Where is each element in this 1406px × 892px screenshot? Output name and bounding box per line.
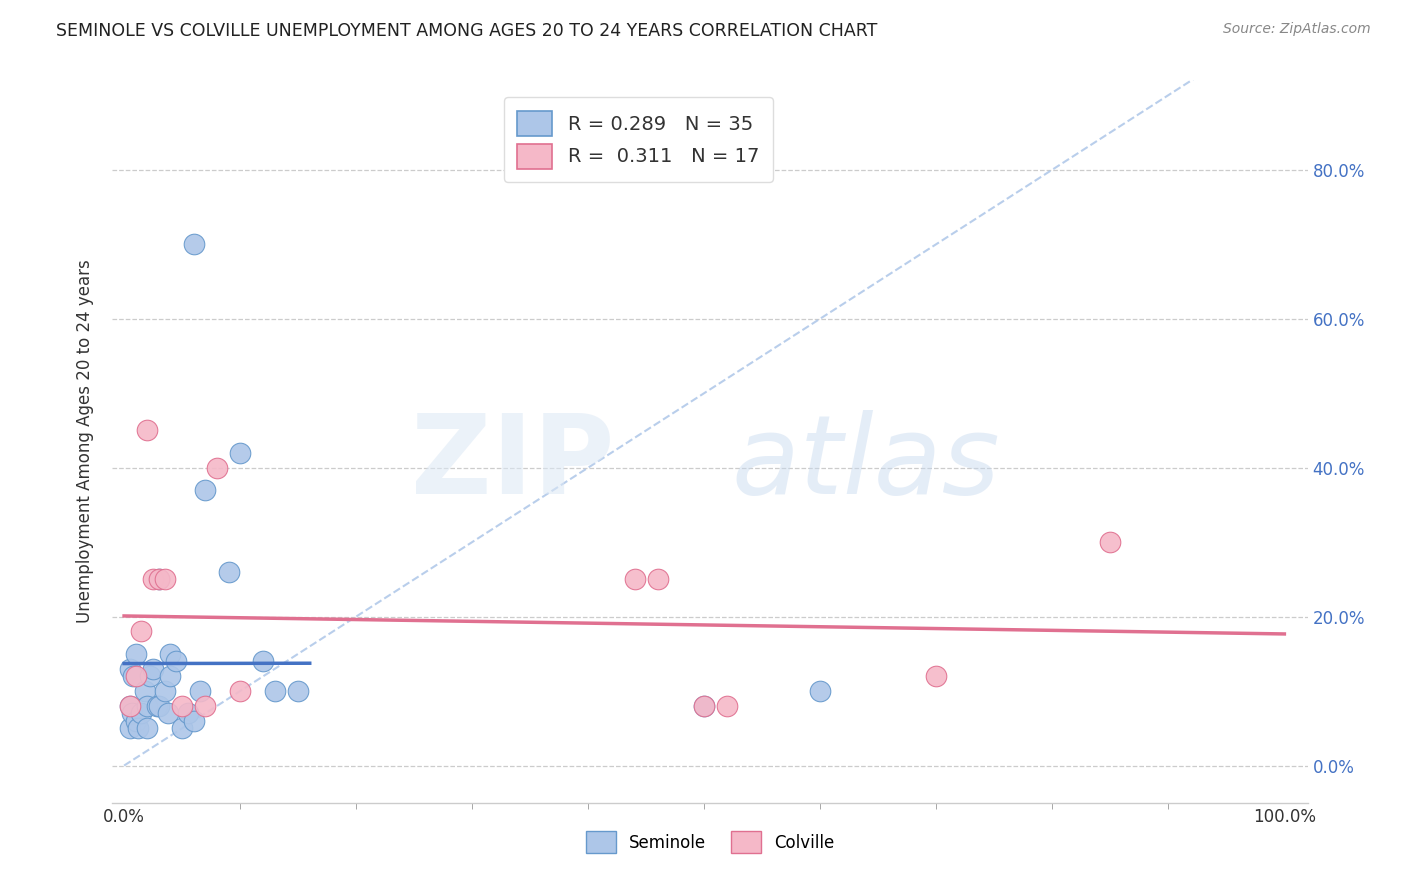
Point [183, 714, 205, 728]
Point [142, 572, 165, 586]
Point [165, 654, 187, 668]
Point [647, 572, 669, 586]
Point [148, 572, 170, 586]
Point [172, 698, 194, 713]
Point [136, 721, 159, 735]
Point [148, 698, 170, 713]
Text: atlas: atlas [731, 409, 1000, 516]
Point [1099, 535, 1122, 549]
Point [138, 669, 160, 683]
Point [159, 669, 181, 683]
Point [229, 684, 252, 698]
Point [194, 698, 217, 713]
Point [183, 237, 205, 252]
Text: Source: ZipAtlas.com: Source: ZipAtlas.com [1223, 22, 1371, 37]
Point [145, 698, 167, 713]
Point [121, 706, 143, 721]
Point [125, 647, 148, 661]
Point [153, 572, 176, 586]
Text: SEMINOLE VS COLVILLE UNEMPLOYMENT AMONG AGES 20 TO 24 YEARS CORRELATION CHART: SEMINOLE VS COLVILLE UNEMPLOYMENT AMONG … [56, 22, 877, 40]
Point [118, 698, 141, 713]
Point [693, 698, 716, 713]
Point [136, 698, 159, 713]
Point [808, 684, 831, 698]
Point [252, 654, 274, 668]
Point [287, 684, 309, 698]
Point [218, 565, 240, 579]
Point [159, 647, 181, 661]
Point [142, 662, 165, 676]
Point [693, 698, 716, 713]
Point [264, 684, 287, 698]
Point [125, 714, 148, 728]
Point [157, 706, 180, 721]
Point [148, 572, 170, 586]
Point [177, 706, 200, 721]
Point [172, 721, 194, 735]
Point [136, 423, 159, 437]
Text: ZIP: ZIP [411, 409, 614, 516]
Point [131, 706, 153, 721]
Point [118, 721, 141, 735]
Point [205, 460, 228, 475]
Point [122, 669, 145, 683]
Y-axis label: Unemployment Among Ages 20 to 24 years: Unemployment Among Ages 20 to 24 years [76, 260, 94, 624]
Point [623, 572, 645, 586]
Point [118, 698, 141, 713]
Legend: Seminole, Colville: Seminole, Colville [579, 825, 841, 860]
Point [716, 698, 738, 713]
Point [194, 483, 217, 497]
Point [134, 684, 156, 698]
Point [131, 624, 153, 639]
Point [127, 721, 149, 735]
Point [188, 684, 211, 698]
Point [925, 669, 948, 683]
Point [118, 662, 141, 676]
Point [229, 446, 252, 460]
Point [153, 684, 176, 698]
Point [125, 669, 148, 683]
